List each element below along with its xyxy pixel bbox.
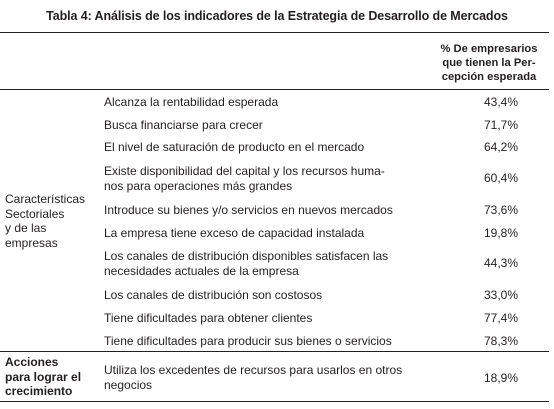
- group-label-line: empresas: [5, 235, 58, 250]
- group-divider: [0, 351, 549, 352]
- header-rule: [0, 89, 549, 90]
- row-value: 71,7%: [483, 118, 518, 132]
- row-value: 43,4%: [483, 95, 518, 109]
- row-label: Tiene dificultades para producir sus bie…: [104, 334, 392, 348]
- column-header-line: que tienen la Per-: [442, 57, 536, 69]
- group-label-line: Características: [5, 192, 86, 206]
- row-value: 73,6%: [483, 203, 518, 217]
- column-header-line: % De empresarios: [440, 43, 538, 55]
- row-label: Busca financiarse para crecer: [104, 118, 263, 132]
- row-value: 44,3%: [483, 256, 518, 270]
- group-label-line: Sectoriales: [5, 206, 65, 221]
- row-label: La empresa tiene exceso de capacidad ins…: [104, 226, 365, 240]
- group-label-line: para lograr el: [5, 369, 82, 384]
- row-label: necesidades actuales de la empresa: [104, 264, 299, 278]
- row-label: Los canales de distribución disponibles …: [104, 249, 389, 263]
- row-value: 19,8%: [483, 226, 518, 240]
- bottom-rule: [0, 401, 549, 402]
- row-value: 78,3%: [483, 334, 518, 348]
- row-label: Alcanza la rentabilidad esperada: [104, 95, 279, 109]
- row-label: Existe disponibilidad del capital y los …: [104, 164, 385, 178]
- group-label-line: Acciones: [5, 355, 59, 369]
- row-label: Utiliza los excedentes de recursos para …: [104, 363, 403, 377]
- group-label-acciones: Acciones para lograr el crecimiento: [5, 355, 101, 399]
- row-label: El nivel de saturación de producto en el…: [104, 140, 365, 154]
- row-label: nos para operaciones más grandes: [104, 179, 293, 193]
- row-value: 33,0%: [483, 288, 518, 302]
- row-value: 64,2%: [483, 140, 518, 154]
- row-label: Los canales de distribución son costosos: [104, 288, 323, 302]
- column-header: % De empresarios que tienen la Per- cepc…: [430, 42, 548, 84]
- group-label-line: y de las: [5, 221, 47, 235]
- row-value: 18,9%: [483, 371, 518, 385]
- row-label: negocios: [104, 378, 153, 392]
- row-label: Tiene dificultades para obtener clientes: [104, 311, 313, 325]
- row-value: 77,4%: [483, 311, 518, 325]
- group-label-caracteristicas: Características Sectoriales y de las emp…: [5, 192, 101, 250]
- row-label: Introduce su bienes y/o servicios en nue…: [104, 203, 393, 217]
- row-value: 60,4%: [483, 171, 518, 185]
- table-title: Tabla 4: Análisis de los indicadores de …: [46, 9, 508, 23]
- column-header-line: cepción esperada: [441, 71, 537, 83]
- top-rule: [0, 32, 549, 33]
- group-label-line: crecimiento: [5, 384, 73, 398]
